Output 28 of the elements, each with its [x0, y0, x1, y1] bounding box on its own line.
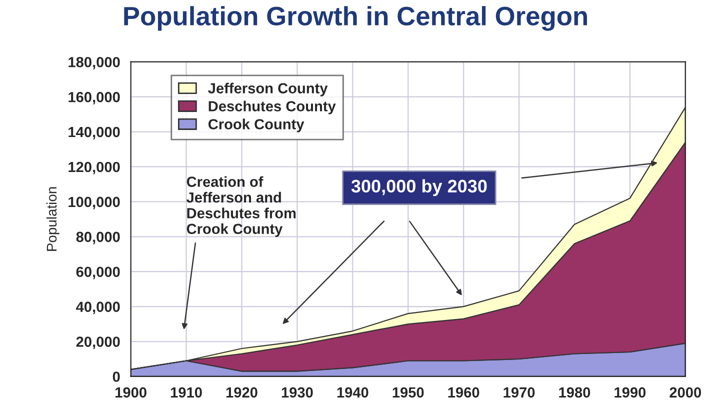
x-tick-label: 1920	[226, 387, 258, 398]
x-tick-label: 1930	[282, 387, 313, 398]
x-tick-label: 1910	[170, 387, 202, 398]
x-tick-label: 2000	[670, 387, 702, 398]
y-tick-label: 0	[112, 372, 120, 382]
legend-label: Crook County	[208, 118, 304, 132]
x-tick-label: 1970	[504, 387, 535, 398]
y-tick-label: 20,000	[76, 336, 120, 350]
y-tick-label: 40,000	[76, 302, 120, 314]
annotation: 300,000 by 2030	[351, 179, 487, 196]
x-tick-label: 1900	[116, 387, 146, 398]
y-tick-label: 120,000	[68, 162, 120, 174]
y-tick-label: 60,000	[76, 266, 120, 280]
y-tick-label: 180,000	[68, 56, 120, 70]
y-tick-label: 140,000	[68, 126, 120, 140]
legend-label: Jefferson County	[208, 82, 328, 96]
y-axis-title: Population	[46, 187, 60, 251]
x-tick-label: 1980	[559, 387, 590, 398]
y-tick-label: 100,000	[68, 196, 120, 210]
x-tick-label: 1940	[337, 387, 368, 398]
chart-title: Population Growth in Central Oregon	[124, 6, 587, 31]
x-tick-label: 1950	[392, 387, 424, 398]
x-tick-label: 1960	[448, 387, 480, 398]
y-tick-label: 160,000	[68, 92, 120, 104]
legend-label: Deschutes County	[208, 100, 336, 114]
x-tick-label: 1990	[614, 387, 646, 398]
annotation: Creation of Jefferson and Deschutes from Crook County	[186, 176, 296, 237]
y-tick-label: 80,000	[76, 232, 120, 244]
